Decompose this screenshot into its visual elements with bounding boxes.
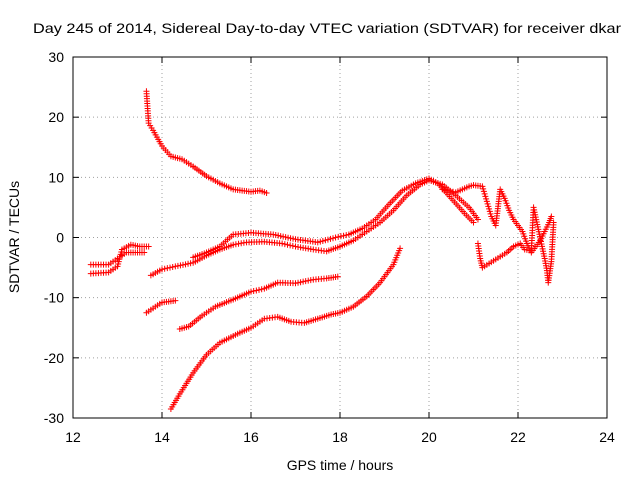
data-point [253,287,260,294]
data-point [397,245,404,252]
y-tick-label: -30 [44,410,64,426]
data-point [322,237,329,244]
data-point [177,262,184,269]
data-point [550,219,557,226]
data-point [439,186,446,193]
x-tick-label: 14 [154,429,170,445]
data-point [480,188,487,195]
chart-title: Day 245 of 2014, Sidereal Day-to-day VTE… [33,20,621,36]
data-point [335,233,342,240]
data-point [179,261,186,268]
y-tick-label: 30 [48,49,64,65]
data-point [324,236,331,243]
data-point [470,219,477,226]
data-point [182,261,189,268]
series-track-f [143,297,179,316]
x-tick-label: 16 [243,429,259,445]
data-point [281,241,288,248]
data-point [279,240,286,247]
data-point [297,279,304,286]
data-point [486,205,493,212]
data-point [479,183,486,190]
data-point [487,210,494,217]
data-point [172,297,179,304]
y-tick-label: -10 [44,290,64,306]
data-point [141,249,148,256]
series-track-a [143,88,270,196]
data-point [319,237,326,244]
y-tick-label: -20 [44,350,64,366]
data-point [289,242,296,249]
data-point [305,277,312,284]
data-point [159,266,165,273]
data-point [174,262,181,269]
y-axis-label: SDTVAR / TECUs [6,181,22,293]
axis-ticks [72,56,608,419]
data-point [307,277,314,284]
tick-labels: 12 14 16 18 20 22 24 -30 -20 -10 0 10 20 30 [44,49,615,445]
data-point [447,188,454,195]
series-track-b [87,249,148,268]
data-point [302,278,309,285]
x-tick-label: 12 [65,429,81,445]
data-point [172,263,179,270]
data-point [340,232,347,239]
gridlines [73,57,607,418]
data-point [444,187,451,194]
y-tick-label: 10 [48,169,64,185]
data-point [317,238,324,245]
data-point [263,189,270,196]
data-point [483,195,490,202]
data-point [185,260,192,267]
data-point [256,286,263,293]
data-point [300,278,307,285]
data-point [332,234,339,241]
data-point [548,213,555,220]
data-point [187,260,194,267]
data-point [442,186,449,193]
series-track-g [176,273,341,332]
data-point [161,265,168,272]
data-point [164,265,171,272]
data-point [250,288,257,295]
series-track-i [439,182,555,256]
x-axis-label: GPS time / hours [287,457,394,473]
data-point [327,235,334,242]
data-point [287,242,294,249]
series-track-h [167,245,404,412]
data-point [258,286,265,293]
y-tick-label: 20 [48,109,64,125]
data-point [481,190,488,197]
y-tick-label: 0 [56,230,64,246]
data-point [334,273,341,280]
data-point [480,185,487,192]
data-point [248,288,254,295]
data-point [482,193,489,200]
x-tick-label: 18 [332,429,348,445]
series-track-e [190,175,477,261]
data-point [295,279,302,286]
data-point [485,203,492,210]
data-points [87,88,557,412]
data-point [486,208,493,215]
data-point [169,263,176,270]
data-point [292,280,299,287]
data-point [337,233,344,240]
series-track-j [474,204,557,286]
x-tick-label: 24 [599,429,615,445]
series-track-c [87,241,152,277]
data-point [343,232,350,239]
data-point [483,198,490,205]
data-point [484,200,491,207]
data-point [474,216,481,223]
series-track-d [147,177,481,279]
data-point [167,264,174,271]
data-point [330,235,337,242]
data-point [284,241,291,248]
data-point [314,239,321,246]
x-tick-label: 20 [421,429,437,445]
x-tick-label: 22 [510,429,526,445]
data-point [145,243,152,250]
